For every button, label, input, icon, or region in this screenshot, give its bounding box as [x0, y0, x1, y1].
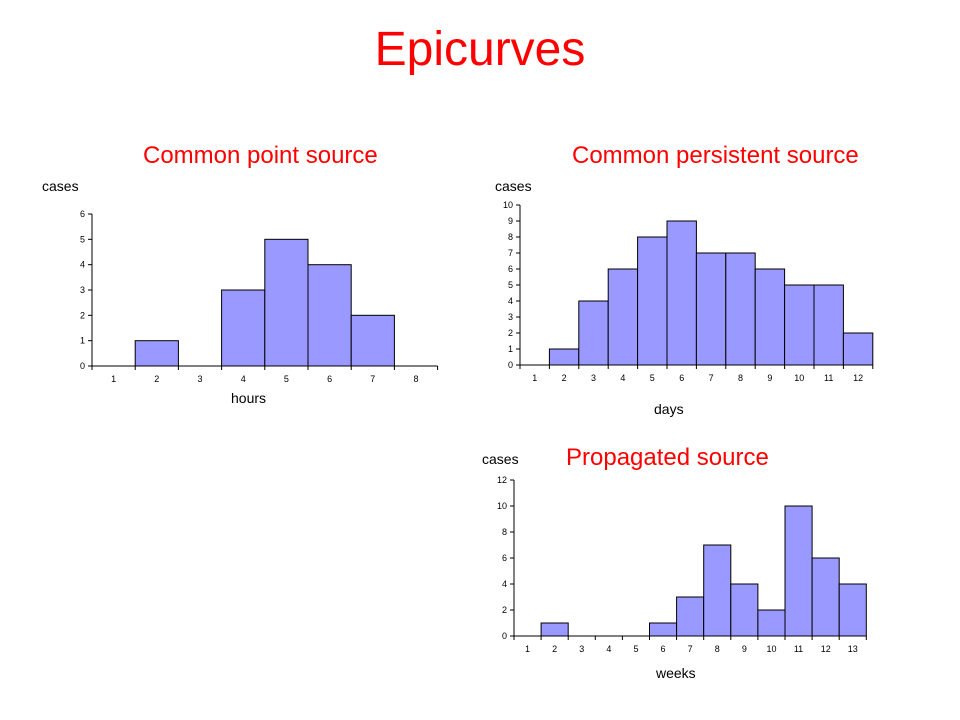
x-tick-label: 12	[853, 373, 863, 383]
y-tick-label: 10	[497, 501, 507, 511]
y-tick-label: 12	[497, 475, 507, 485]
bar-8	[725, 252, 756, 366]
x-tick-label: 5	[284, 374, 289, 384]
x-tick-label: 12	[821, 644, 831, 654]
page-title: Epicurves	[374, 23, 586, 76]
x-tick-label: 6	[660, 644, 665, 654]
x-axis-label-persistent-source: days	[654, 401, 684, 417]
x-tick-label: 2	[552, 644, 557, 654]
bar-6	[307, 264, 352, 367]
y-tick-label: 8	[502, 527, 507, 537]
y-tick-label: 6	[80, 209, 85, 219]
x-tick-label: 7	[709, 373, 714, 383]
x-tick-label: 10	[766, 644, 776, 654]
y-tick-label: 10	[503, 200, 513, 210]
x-axis-label-point-source: hours	[231, 390, 267, 406]
y-tick-label: 2	[502, 605, 507, 615]
bar-13	[838, 583, 867, 637]
bar-7	[350, 314, 395, 367]
x-tick-label: 8	[738, 373, 743, 383]
x-tick-label: 9	[767, 373, 772, 383]
y-tick-label: 6	[508, 264, 513, 274]
x-tick-label: 1	[525, 644, 530, 654]
bar-10	[757, 609, 786, 637]
y-tick-label: 4	[508, 296, 513, 306]
x-tick-label: 7	[688, 644, 693, 654]
chart-title-point-source: Common point source	[143, 142, 378, 169]
chart-title-propagated-source: Propagated source	[566, 444, 769, 471]
x-tick-label: 3	[579, 644, 584, 654]
y-tick-label: 8	[508, 232, 513, 242]
y-tick-label: 1	[508, 344, 513, 354]
y-axis-label-point-source: cases	[42, 178, 79, 194]
y-axis-label-persistent-source: cases	[495, 178, 532, 194]
chart-title-persistent-source: Common persistent source	[572, 142, 859, 169]
y-tick-label: 5	[508, 280, 513, 290]
bar-5	[264, 238, 309, 367]
bar-2	[540, 622, 569, 637]
x-tick-label: 5	[650, 373, 655, 383]
x-tick-label: 13	[848, 644, 858, 654]
y-tick-label: 2	[80, 310, 85, 320]
bar-11	[784, 505, 813, 637]
x-tick-label: 2	[154, 374, 159, 384]
x-tick-label: 2	[562, 373, 567, 383]
bar-10	[784, 284, 815, 366]
x-tick-label: 11	[794, 644, 803, 654]
bar-6	[666, 220, 697, 366]
y-tick-label: 9	[508, 216, 513, 226]
x-tick-label: 7	[370, 374, 375, 384]
y-tick-label: 2	[508, 328, 513, 338]
x-tick-label: 4	[606, 644, 611, 654]
x-tick-label: 4	[620, 373, 625, 383]
bar-3	[578, 300, 609, 366]
x-axis-label-propagated-source: weeks	[656, 665, 696, 681]
x-tick-label: 3	[197, 374, 202, 384]
x-tick-label: 8	[413, 374, 418, 384]
x-tick-label: 6	[679, 373, 684, 383]
y-tick-label: 6	[502, 553, 507, 563]
x-tick-label: 9	[742, 644, 747, 654]
bar-9	[730, 583, 759, 637]
y-tick-label: 7	[508, 248, 513, 258]
bar-8	[703, 544, 732, 637]
x-tick-label: 6	[327, 374, 332, 384]
x-tick-label: 4	[241, 374, 246, 384]
bar-12	[842, 332, 874, 366]
y-tick-label: 0	[502, 631, 507, 641]
bar-5	[637, 236, 668, 366]
bar-6	[649, 622, 678, 637]
y-tick-label: 5	[80, 234, 85, 244]
x-tick-label: 1	[532, 373, 537, 383]
y-tick-label: 1	[80, 336, 85, 346]
x-tick-label: 1	[111, 374, 116, 384]
y-tick-label: 3	[80, 285, 85, 295]
bar-4	[221, 289, 266, 367]
bar-12	[811, 557, 840, 637]
y-tick-label: 4	[502, 579, 507, 589]
y-tick-label: 0	[80, 361, 85, 371]
x-tick-label: 11	[824, 373, 833, 383]
x-tick-label: 8	[715, 644, 720, 654]
y-tick-label: 4	[80, 260, 85, 270]
x-tick-label: 3	[591, 373, 596, 383]
bar-7	[676, 596, 705, 637]
y-tick-label: 0	[508, 360, 513, 370]
x-tick-label: 10	[794, 373, 804, 383]
y-tick-label: 3	[508, 312, 513, 322]
y-axis-label-propagated-source: cases	[482, 451, 519, 467]
x-tick-label: 5	[633, 644, 638, 654]
